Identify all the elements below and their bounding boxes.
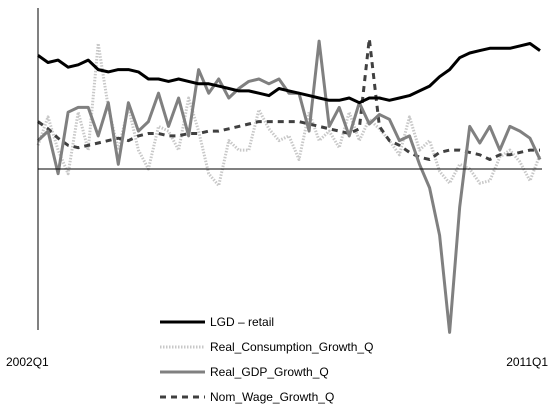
series-line-1 [36, 42, 542, 188]
legend: LGD – retail Real_Consumption_Growth_Q Rea… [160, 315, 373, 404]
legend-label-2: Real_GDP_Growth_Q [210, 365, 329, 379]
x-tick-label-end: 2011Q1 [506, 355, 548, 369]
x-tick-label-start: 2002Q1 [6, 355, 49, 369]
legend-label-1: Real_Consumption_Growth_Q [210, 340, 373, 354]
legend-label-3: Nom_Wage_Growth_Q [210, 390, 334, 404]
series-line-0 [37, 42, 541, 105]
legend-label-0: LGD – retail [210, 315, 274, 329]
series-layer [36, 37, 542, 334]
series-line-2 [36, 39, 542, 334]
